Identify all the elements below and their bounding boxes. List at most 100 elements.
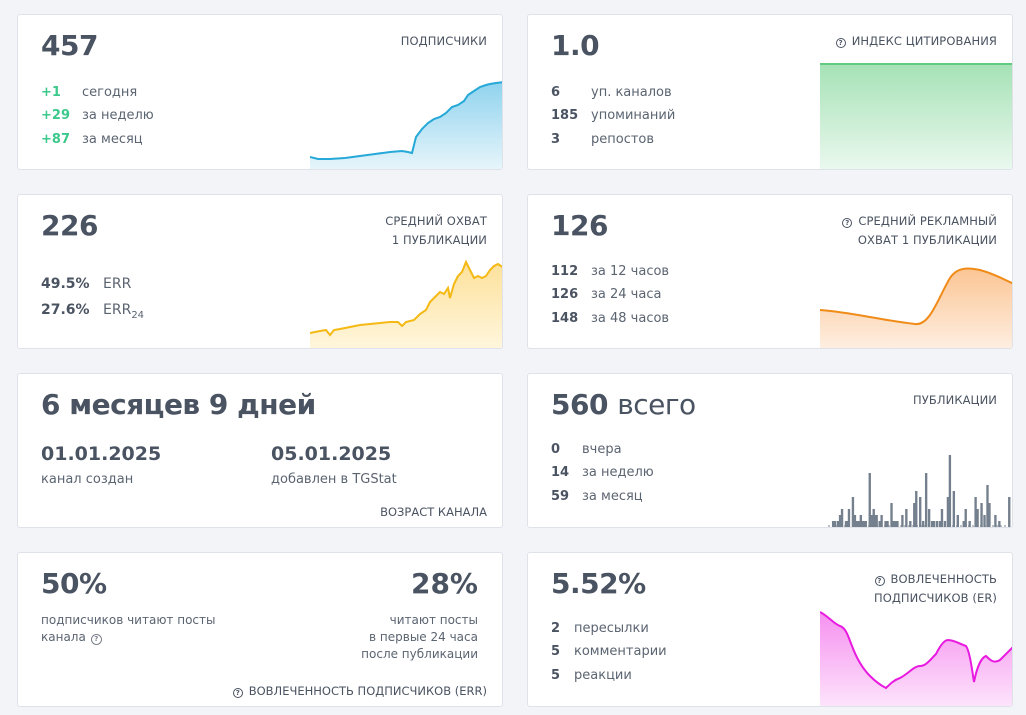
publications-yesterday-row: 0 вчера <box>551 442 622 457</box>
publication-bar <box>976 509 979 527</box>
publication-bar <box>880 515 883 527</box>
ad-reach-sparkline <box>820 267 1012 348</box>
publication-bar <box>860 521 864 527</box>
publications-label: ПУБЛИКАЦИИ <box>913 393 997 407</box>
publication-bar <box>901 515 904 527</box>
publication-bar <box>935 521 939 527</box>
avg-reach-card[interactable]: 226 СРЕДНИЙ ОХВАТ 1 ПУБЛИКАЦИИ 49.5% ERR 2… <box>17 194 503 349</box>
citation-label: ? ИНДЕКС ЦИТИРОВАНИЯ <box>835 32 997 51</box>
publications-month-row: 59 за месяц <box>551 489 643 504</box>
citation-reposts-row: 3 репостов <box>551 132 655 147</box>
publication-bar <box>964 509 967 527</box>
avg-reach-value: 226 <box>41 209 98 242</box>
publication-bar <box>853 515 857 527</box>
subscribers-card[interactable]: 457 ПОДПИСЧИКИ +1 сегодня +29 за неделю +8… <box>17 14 503 170</box>
publication-bar <box>938 521 942 527</box>
err-value-total: 50% <box>41 567 107 600</box>
publication-bar <box>890 503 893 527</box>
publication-bar <box>921 521 925 527</box>
err-text-total: подписчиков читают посты канала? <box>41 613 216 645</box>
publications-total: 560 всего <box>551 388 696 421</box>
publication-bar <box>932 521 936 527</box>
citation-index: 1.0 <box>551 29 600 62</box>
publication-bar <box>924 473 928 527</box>
publication-bar <box>875 515 878 527</box>
publication-bar <box>1012 521 1013 527</box>
er-forwards-row: 2 пересылки <box>551 621 649 636</box>
publication-bar <box>913 503 916 527</box>
subscribers-sparkline <box>310 81 502 169</box>
publications-week-row: 14 за неделю <box>551 465 654 480</box>
channel-age-value: 6 месяцев 9 дней <box>41 388 316 421</box>
ad-reach-label: ? СРЕДНИЙ РЕКЛАМНЫЙ ОХВАТ 1 ПУБЛИКАЦИИ <box>842 212 997 250</box>
publication-bar <box>851 497 855 527</box>
publication-bar <box>857 521 861 527</box>
publication-bar <box>915 491 918 527</box>
subscribers-week-row: +29 за неделю <box>41 108 154 123</box>
avg-reach-label: СРЕДНИЙ ОХВАТ 1 ПУБЛИКАЦИИ <box>385 214 487 247</box>
citation-sparkline <box>820 63 1012 169</box>
publication-bar <box>894 521 897 527</box>
publication-bar <box>833 521 837 527</box>
er-card[interactable]: 5.52% ? ВОВЛЕЧЕННОСТЬ ПОДПИСЧИКОВ (ER) 2 пе… <box>527 552 1013 707</box>
avg-reach-sparkline <box>310 259 502 348</box>
publication-bar <box>892 521 895 527</box>
publication-bar <box>927 509 931 527</box>
citation-card[interactable]: 1.0 ? ИНДЕКС ЦИТИРОВАНИЯ 6 уп. каналов 185… <box>527 14 1013 170</box>
added-date: 05.01.2025 <box>271 443 392 465</box>
publication-bar <box>864 521 867 527</box>
subscribers-today-row: +1 сегодня <box>41 85 138 100</box>
er-label: ? ВОВЛЕЧЕННОСТЬ ПОДПИСЧИКОВ (ER) <box>873 572 997 605</box>
publication-bar <box>940 509 944 527</box>
ad-reach-24h-row: 126 за 24 часа <box>551 287 662 302</box>
err-value-24h: 28% <box>410 567 478 600</box>
publication-bar <box>873 515 876 527</box>
publication-bar <box>862 521 866 527</box>
help-icon[interactable]: ? <box>232 688 243 698</box>
publication-bar <box>962 521 965 527</box>
publication-bar <box>840 509 844 527</box>
channel-age-label: ВОЗРАСТ КАНАЛА <box>380 505 487 519</box>
publications-card[interactable]: 560 всего ПУБЛИКАЦИИ 0 вчера 14 за неделю … <box>527 373 1013 528</box>
publication-bar <box>994 515 997 527</box>
publication-bar <box>884 521 887 527</box>
added-label: добавлен в TGStat <box>271 472 397 487</box>
publication-bar <box>956 515 959 527</box>
publication-bar <box>943 521 947 527</box>
publication-bar <box>870 515 873 527</box>
channel-age-card[interactable]: 6 месяцев 9 дней 01.01.2025 канал создан… <box>17 373 503 528</box>
publication-bar <box>838 515 842 527</box>
err-card[interactable]: 50% подписчиков читают посты канала? 28%… <box>17 552 503 707</box>
publication-bar <box>952 491 956 527</box>
help-icon[interactable]: ? <box>90 634 102 645</box>
ad-reach-value: 126 <box>551 209 608 242</box>
created-date: 01.01.2025 <box>41 443 162 465</box>
subscribers-label: ПОДПИСЧИКИ <box>400 34 487 48</box>
publication-bar <box>946 497 950 527</box>
ad-reach-12h-row: 112 за 12 часов <box>551 264 670 279</box>
publication-bar <box>983 515 986 527</box>
publication-bar <box>847 509 851 527</box>
publication-bar <box>868 473 871 527</box>
err-text-24h: читают посты в первые 24 часа после публик… <box>361 613 478 661</box>
publication-bar <box>930 521 934 527</box>
publication-bar <box>986 485 989 527</box>
publication-bar <box>980 503 983 527</box>
help-icon[interactable]: ? <box>874 576 885 586</box>
publication-bar <box>878 521 881 527</box>
publication-bar <box>836 521 840 527</box>
help-icon[interactable]: ? <box>842 218 853 228</box>
help-icon[interactable]: ? <box>835 38 846 48</box>
publication-bar <box>896 521 899 527</box>
er-value: 5.52% <box>551 567 646 600</box>
publication-bar <box>988 503 991 527</box>
err-row: 49.5% ERR <box>41 276 132 292</box>
publication-bar <box>855 521 859 527</box>
ad-reach-48h-row: 148 за 48 часов <box>551 311 670 326</box>
publication-bar <box>968 521 971 527</box>
publication-bar <box>909 521 912 527</box>
ad-reach-card[interactable]: 126 ? СРЕДНИЙ РЕКЛАМНЫЙ ОХВАТ 1 ПУБЛИКАЦИИ… <box>527 194 1013 349</box>
publication-bar <box>974 497 977 527</box>
publication-bar <box>831 521 835 527</box>
citation-channels-row: 6 уп. каналов <box>551 85 672 100</box>
